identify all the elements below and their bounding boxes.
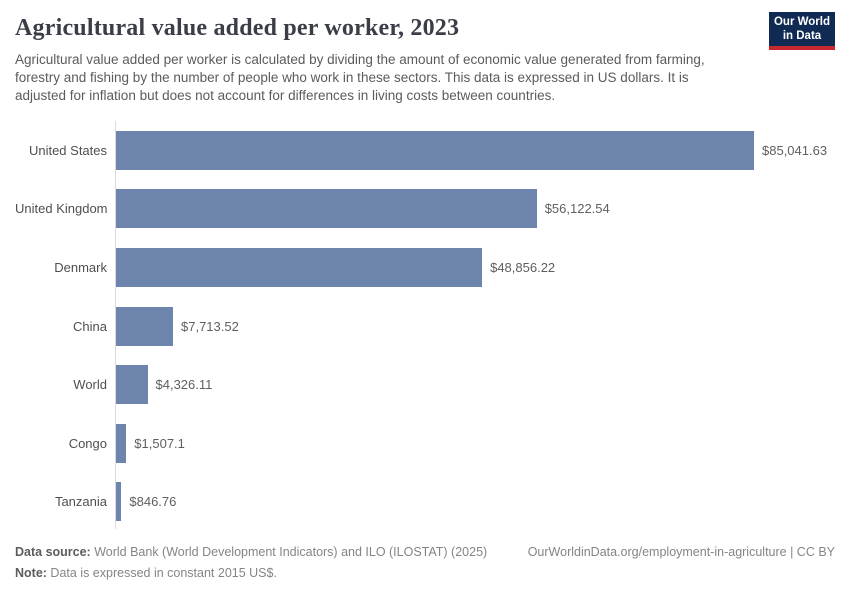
data-source-text: World Bank (World Development Indicators… [90,545,488,560]
chart-row: China $7,713.52 [15,297,835,356]
bar[interactable] [115,423,127,463]
bar[interactable] [115,365,148,405]
bar[interactable] [115,306,173,346]
category-label: China [73,318,107,334]
chart-row: United Kingdom $56,122.54 [15,180,835,239]
category-label: United Kingdom [15,201,108,217]
page-title: Agricultural value added per worker, 202… [15,15,460,41]
footer-line1: Data source: World Bank (World Developme… [15,544,835,561]
note-text: Data is expressed in constant 2015 US$. [46,566,277,581]
chart-row: World $4,326.11 [15,355,835,414]
bar-chart: United States $85,041.63 United Kingdom $56… [15,121,835,531]
value-label: $4,326.11 [155,377,213,393]
chart-note: Note: Data is expressed in constant 2015… [15,565,835,582]
value-label: $48,856.22 [490,259,556,275]
category-label: Denmark [54,259,107,275]
chart-row: Congo $1,507.1 [15,414,835,473]
header-text: Agricultural value added per worker, 202… [15,15,727,105]
category-label: World [73,377,107,393]
data-source: Data source: World Bank (World Developme… [15,544,487,561]
owid-url-link[interactable]: OurWorldinData.org/employment-in-agricul… [527,545,835,560]
chart-subtitle: Agricultural value added per worker is c… [15,52,705,103]
y-axis-line [115,121,116,530]
owid-logo-line2: in Data [782,29,822,42]
bar[interactable] [115,482,122,522]
owid-logo[interactable]: Our World in Data [769,12,835,50]
value-label: $56,122.54 [544,201,610,217]
bar[interactable] [115,247,483,287]
category-label: United States [28,142,107,158]
note-label: Note: [15,566,47,581]
bar[interactable] [115,189,537,229]
category-label: Tanzania [54,494,107,510]
bar-area: $846.76 [115,482,835,522]
chart-header: Agricultural value added per worker, 202… [15,12,835,105]
owid-logo-line1: Our World [773,16,830,28]
bar-area: $7,713.52 [115,306,835,346]
bar-area: $1,507.1 [115,423,835,463]
bar-area: $48,856.22 [115,247,835,287]
bar[interactable] [115,130,754,170]
chart-row: Tanzania $846.76 [15,473,835,532]
data-source-label: Data source: [15,545,91,560]
value-label: $846.76 [129,494,177,510]
chart-rows: United States $85,041.63 United Kingdom $56… [15,121,835,531]
chart-footer: Data source: World Bank (World Developme… [15,544,835,582]
category-label: Congo [68,435,107,451]
bar-area: $4,326.11 [115,365,835,405]
bar-area: $85,041.63 [115,130,835,170]
value-label: $1,507.1 [134,435,185,451]
chart-row: Denmark $48,856.22 [15,238,835,297]
value-label: $7,713.52 [181,318,239,334]
chart-row: United States $85,041.63 [15,121,835,180]
bar-area: $56,122.54 [115,189,835,229]
value-label: $85,041.63 [762,142,828,158]
